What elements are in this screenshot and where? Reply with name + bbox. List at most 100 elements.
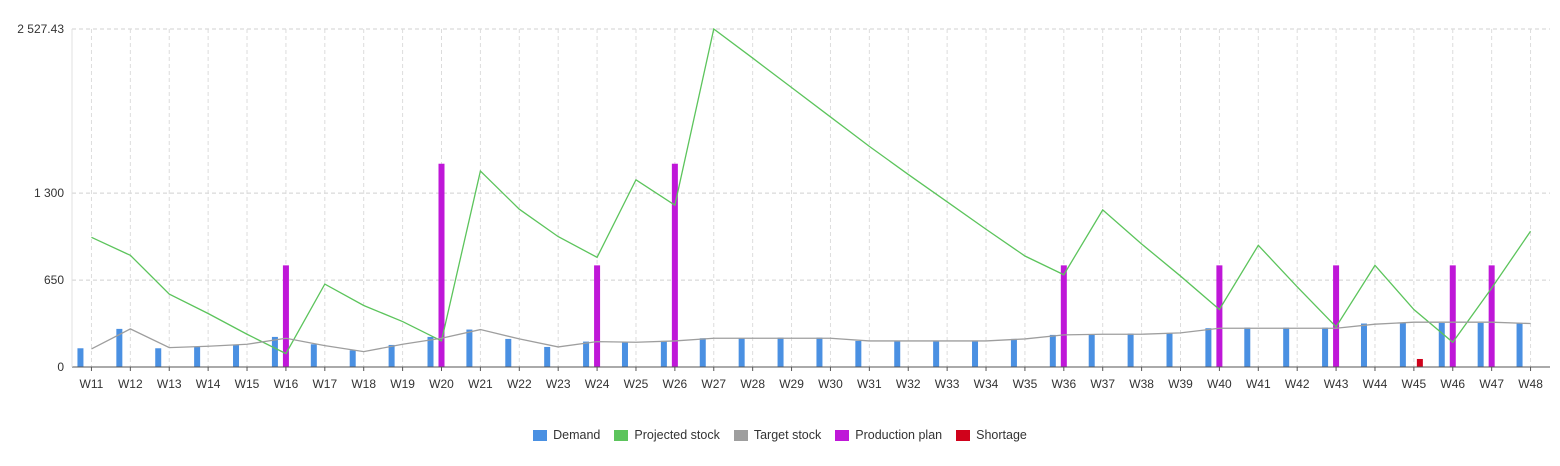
x-tick-label: W44: [1363, 377, 1388, 391]
x-tick-label: W13: [157, 377, 182, 391]
bar-demand: [77, 348, 84, 367]
bar-demand: [466, 329, 473, 367]
legend-swatch-projected-stock: [614, 429, 629, 441]
legend: Demand Projected stock Target stock Prod…: [0, 428, 1560, 442]
bar-demand: [583, 341, 590, 367]
x-tick-label: W31: [857, 377, 882, 391]
x-tick-label: W12: [118, 377, 143, 391]
bar-demand: [194, 346, 201, 367]
x-tick-label: W34: [974, 377, 999, 391]
x-tick-label: W20: [429, 377, 454, 391]
legend-label-production-plan: Production plan: [855, 428, 943, 442]
axes: 0 650 1 300 2 527.43 W11 W12 W13 W14 W15 W16 W17 W1…: [17, 22, 1550, 391]
y-tick-label: 650: [44, 273, 64, 287]
legend-item-shortage[interactable]: Shortage: [956, 428, 1027, 442]
x-tick-label: W16: [274, 377, 299, 391]
bar-production-plan: [594, 265, 601, 367]
bar-production-plan: [1333, 265, 1340, 367]
x-tick-label: W28: [740, 377, 765, 391]
x-tick-label: W29: [779, 377, 804, 391]
x-tick-label: W26: [663, 377, 688, 391]
bar-production-plan: [1216, 265, 1223, 367]
bar-demand: [1010, 338, 1017, 367]
bar-demand: [271, 336, 278, 367]
bar-production-plan: [1449, 265, 1456, 367]
bar-demand: [855, 340, 862, 367]
bar-demand: [972, 340, 979, 367]
x-tick-label: W47: [1479, 377, 1504, 391]
line-projected-stock: [91, 27, 1532, 355]
bar-demand: [1399, 322, 1406, 367]
bar-demand: [1360, 323, 1367, 367]
x-tick-label: W48: [1518, 377, 1543, 391]
legend-swatch-target-stock: [733, 429, 748, 441]
x-tick-label: W32: [896, 377, 921, 391]
bar-demand: [660, 340, 667, 367]
x-tick-label: W36: [1051, 377, 1076, 391]
bar-production-plan: [1060, 265, 1067, 367]
bar-demand: [894, 340, 901, 367]
y-tick-label: 0: [57, 360, 64, 374]
bar-demand: [933, 340, 940, 367]
bar-demand: [1244, 327, 1251, 367]
bar-demand: [1438, 322, 1445, 367]
x-tick-label: W17: [312, 377, 337, 391]
legend-swatch-demand: [533, 429, 548, 441]
x-tick-label: W21: [468, 377, 493, 391]
x-tick-label: W15: [235, 377, 260, 391]
legend-label-projected-stock: Projected stock: [634, 428, 720, 442]
x-tick-label: W46: [1440, 377, 1465, 391]
bar-production-plan: [438, 163, 445, 367]
x-tick-label: W42: [1285, 377, 1310, 391]
bar-production-plan: [671, 163, 678, 367]
bar-demand: [116, 328, 123, 367]
bar-production-plan: [1488, 265, 1495, 367]
bar-demand: [1088, 334, 1095, 367]
x-tick-label: W14: [196, 377, 221, 391]
x-tick-label: W41: [1246, 377, 1271, 391]
x-tick-label: W40: [1207, 377, 1232, 391]
bar-demand: [427, 336, 434, 367]
legend-label-shortage: Shortage: [976, 428, 1027, 442]
bar-demand: [349, 350, 356, 367]
bar-shortage: [1416, 358, 1423, 367]
bar-demand: [1166, 332, 1173, 367]
bar-demand: [816, 337, 823, 367]
chart: 0 650 1 300 2 527.43 W11 W12 W13 W14 W15 W16 W17 W1…: [17, 22, 1550, 391]
legend-swatch-production-plan: [835, 429, 850, 441]
x-tick-label: W37: [1090, 377, 1115, 391]
bar-demand: [1049, 334, 1056, 367]
bar-demand: [310, 344, 317, 367]
bar-demand: [1477, 322, 1484, 367]
bar-demand: [544, 346, 551, 367]
legend-swatch-shortage: [956, 429, 971, 441]
bar-demand: [777, 337, 784, 367]
x-tick-label: W19: [390, 377, 415, 391]
x-tick-label: W18: [351, 377, 376, 391]
bar-demand: [699, 338, 706, 367]
legend-item-target-stock[interactable]: Target stock: [733, 428, 822, 442]
x-tick-label: W25: [624, 377, 649, 391]
line-target-stock: [91, 321, 1531, 353]
x-tick-label: W30: [818, 377, 843, 391]
bar-demand: [233, 344, 240, 367]
grid: [72, 28, 1550, 367]
x-tick-label: W22: [507, 377, 532, 391]
y-tick-label: 1 300: [34, 186, 64, 200]
bar-demand: [621, 342, 628, 367]
bar-production-plan: [282, 265, 289, 367]
x-tick-label: W11: [80, 377, 104, 391]
x-tick-label: W35: [1013, 377, 1038, 391]
legend-item-production-plan[interactable]: Production plan: [835, 428, 942, 442]
x-tick-label: W24: [585, 377, 610, 391]
bar-demand: [155, 348, 162, 367]
bar-demand: [505, 338, 512, 367]
bar-demand: [1322, 327, 1329, 367]
legend-item-demand[interactable]: Demand: [533, 428, 600, 442]
bar-demand: [1516, 322, 1523, 367]
legend-item-projected-stock[interactable]: Projected stock: [614, 428, 720, 442]
lines: [91, 27, 1532, 355]
x-tick-label: W43: [1324, 377, 1349, 391]
legend-label-target-stock: Target stock: [753, 428, 822, 442]
bar-demand: [1127, 333, 1134, 367]
